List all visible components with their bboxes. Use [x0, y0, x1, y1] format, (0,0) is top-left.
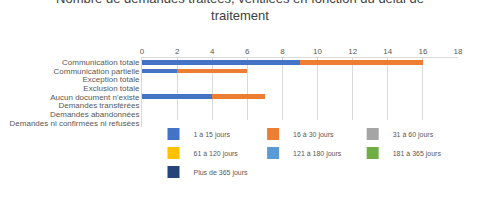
svg-text:Demandes ni confirmées ni refu: Demandes ni confirmées ni refusées [10, 118, 140, 127]
svg-text:6: 6 [245, 47, 250, 56]
svg-text:31 à 60 jours: 31 à 60 jours [393, 131, 434, 139]
svg-text:8: 8 [280, 47, 285, 56]
svg-text:10: 10 [313, 47, 322, 56]
svg-text:Aucun document n'existe: Aucun document n'existe [50, 93, 140, 102]
svg-text:181 à 365 jours: 181 à 365 jours [393, 150, 442, 158]
svg-text:Communication partielle: Communication partielle [54, 67, 140, 76]
svg-text:Communication totale: Communication totale [62, 58, 140, 67]
svg-text:12: 12 [348, 47, 357, 56]
svg-text:Plus de 365 jours: Plus de 365 jours [194, 169, 249, 177]
svg-text:121 à 180 jours: 121 à 180 jours [293, 150, 342, 158]
svg-text:Demandes abandonnées: Demandes abandonnées [50, 110, 139, 119]
svg-text:16: 16 [418, 47, 427, 56]
svg-text:16 à 30 jours: 16 à 30 jours [293, 131, 334, 139]
svg-text:61 à 120 jours: 61 à 120 jours [194, 150, 239, 158]
svg-text:18: 18 [454, 47, 463, 56]
svg-text:14: 14 [383, 47, 392, 56]
svg-text:4: 4 [210, 47, 215, 56]
svg-text:Demandes transférées: Demandes transférées [58, 101, 139, 110]
svg-text:Nombre de demandes traitées, v: Nombre de demandes traitées, ventilées e… [56, 0, 424, 23]
svg-text:Exception totale: Exception totale [82, 75, 139, 84]
svg-text:2: 2 [175, 47, 180, 56]
svg-text:0: 0 [140, 47, 145, 56]
svg-text:Exclusion totale: Exclusion totale [83, 84, 140, 93]
svg-text:1 à 15 jours: 1 à 15 jours [194, 131, 231, 139]
